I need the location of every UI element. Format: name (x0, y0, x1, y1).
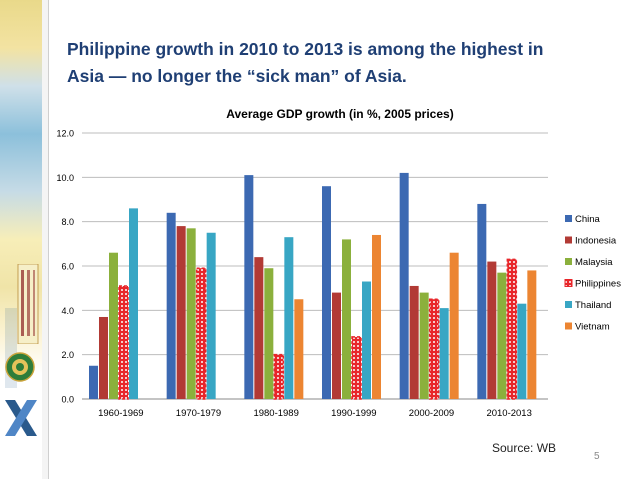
legend-swatch-malaysia (565, 258, 572, 265)
x-tick-label: 1990-1999 (331, 408, 376, 419)
bar-philippines-1990-1999 (351, 336, 362, 400)
bar-thailand-2000-2009 (439, 308, 449, 399)
bar-vietnam-1990-1999 (372, 234, 381, 399)
y-tick-label: 2.0 (61, 350, 74, 360)
slide-headline: Philippine growth in 2010 to 2013 is amo… (67, 36, 607, 90)
y-tick-label: 10.0 (56, 173, 74, 183)
source-note: Source: WB (492, 441, 557, 455)
bar-philippines-1980-1989 (273, 353, 285, 400)
bar-malaysia-1990-1999 (342, 239, 351, 399)
y-tick-label: 12.0 (56, 129, 74, 139)
legend-swatch-thailand (565, 301, 572, 308)
bar-vietnam-2010-2013 (527, 270, 537, 399)
bar-thailand-1970-1979 (206, 232, 216, 399)
x-tick-label: 1960-1969 (98, 408, 143, 419)
bar-china-2010-2013 (477, 203, 487, 399)
chart-title: Average GDP growth (in %, 2005 prices) (226, 107, 453, 121)
left-strip-divider (48, 0, 49, 479)
bar-indonesia-1980-1989 (254, 257, 264, 399)
bar-thailand-1990-1999 (362, 281, 371, 399)
legend-label-malaysia: Malaysia (575, 257, 613, 268)
x-tick-label: 2010-2013 (486, 408, 531, 419)
bar-philippines-1970-1979 (195, 267, 207, 400)
left-decorative-strip (0, 0, 42, 479)
y-tick-label: 8.0 (61, 217, 74, 227)
left-strip-gap (42, 0, 48, 479)
bar-philippines-2010-2013 (506, 258, 518, 400)
bar-malaysia-1960-1969 (109, 252, 118, 399)
legend-label-indonesia: Indonesia (575, 236, 617, 247)
bar-vietnam-1980-1989 (294, 299, 304, 399)
y-tick-label: 4.0 (61, 306, 74, 316)
bar-thailand-1960-1969 (129, 208, 138, 399)
bar-malaysia-1970-1979 (186, 228, 196, 399)
chart-legend: China Indonesia Malaysia Philippines Thailan… (564, 214, 621, 333)
bar-thailand-2010-2013 (517, 303, 527, 399)
chart-y-axis: 0.0 2.0 4.0 6.0 8.0 10.0 12.0 (56, 129, 74, 405)
headline-line-2: Asia — no longer the “sick man” of Asia. (67, 66, 407, 86)
bar-philippines-1960-1969 (118, 285, 129, 400)
bar-china-2000-2009 (399, 172, 409, 399)
bar-malaysia-1980-1989 (264, 268, 274, 399)
ayala-x-logo (5, 400, 37, 436)
x-tick-label: 1980-1989 (253, 408, 298, 419)
legend-label-thailand: Thailand (575, 300, 611, 311)
y-tick-label: 0.0 (61, 395, 74, 405)
bar-malaysia-2000-2009 (419, 292, 429, 399)
bar-philippines-2000-2009 (428, 298, 440, 400)
university-seal-logo (5, 352, 35, 382)
bar-china-1970-1979 (166, 212, 176, 399)
x-tick-label: 2000-2009 (409, 408, 454, 419)
legend-swatch-indonesia (565, 236, 572, 244)
school-crest-logo (17, 264, 39, 344)
legend-label-china: China (575, 214, 601, 225)
bar-indonesia-1990-1999 (332, 292, 341, 399)
legend-label-philippines: Philippines (575, 279, 621, 290)
bar-malaysia-2010-2013 (497, 272, 507, 399)
legend-swatch-vietnam (565, 322, 572, 330)
bar-vietnam-2000-2009 (449, 252, 459, 399)
bar-indonesia-1970-1979 (176, 226, 186, 399)
bar-indonesia-2010-2013 (487, 261, 497, 399)
slide-number: 5 (594, 451, 600, 462)
headline-line-1: Philippine growth in 2010 to 2013 is amo… (67, 39, 544, 59)
legend-swatch-philippines (564, 279, 573, 287)
bar-thailand-1980-1989 (284, 237, 294, 399)
bar-china-1980-1989 (244, 175, 254, 399)
chart-x-axis: 1960-1969 1970-1979 1980-1989 1990-1999 2000… (98, 408, 532, 419)
bar-indonesia-1960-1969 (99, 316, 108, 399)
chart-bars (89, 172, 537, 400)
legend-label-vietnam: Vietnam (575, 322, 610, 333)
legend-swatch-china (565, 215, 572, 222)
chart-gridlines (82, 132, 548, 400)
bar-indonesia-2000-2009 (409, 285, 419, 399)
bar-china-1990-1999 (322, 186, 331, 399)
x-tick-label: 1970-1979 (176, 408, 221, 419)
bar-china-1960-1969 (89, 365, 98, 399)
y-tick-label: 6.0 (61, 262, 74, 272)
